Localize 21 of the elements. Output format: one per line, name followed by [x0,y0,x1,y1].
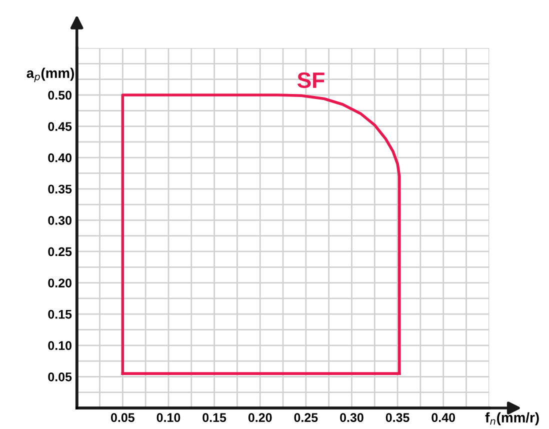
y-tick-label: 0.45 [48,122,72,131]
x-axis-title: f$_{n}$(mm/r) [485,412,539,426]
x-tick-label: 0.15 [202,413,226,422]
y-tick-label: 0.30 [48,216,72,225]
y-tick-label: 0.25 [48,247,72,256]
x-tick-label: 0.20 [248,413,272,422]
x-tick-label: 0.30 [340,413,364,422]
x-tick-label: 0.05 [111,413,134,422]
y-tick-label: 0.50 [48,90,72,100]
x-tick-label: 0.35 [386,413,410,422]
y-tick-label: 0.40 [48,153,72,162]
y-tick-label: 0.10 [48,341,72,350]
x-tick-label: 0.10 [156,413,180,422]
y-tick-label: 0.05 [48,372,72,382]
x-tick-label: 0.40 [432,413,455,422]
y-tick-label: 0.35 [48,184,72,194]
y-axis-title: a$_{p}$(mm) [26,68,74,82]
y-tick-label: 0.20 [48,278,72,288]
x-tick-label: 0.25 [294,413,318,422]
series-label: SF [297,72,324,88]
y-tick-label: 0.15 [48,310,72,319]
